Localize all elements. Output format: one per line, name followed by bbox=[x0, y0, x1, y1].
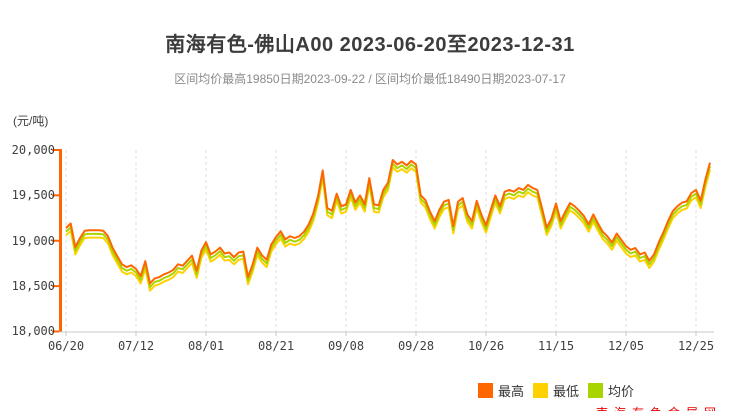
y-tick-label: 18,000 bbox=[11, 324, 55, 338]
x-tick-label: 10/26 bbox=[467, 339, 505, 353]
y-tick-label: 19,000 bbox=[11, 234, 55, 248]
chart-title: 南海有色-佛山A00 2023-06-20至2023-12-31 bbox=[165, 34, 575, 56]
gridlines bbox=[65, 150, 697, 332]
legend-label-average: 均价 bbox=[608, 384, 635, 399]
series-line-lowest[interactable] bbox=[65, 166, 711, 292]
x-tick-label: 11/15 bbox=[537, 339, 575, 353]
legend-label-lowest: 最低 bbox=[553, 384, 580, 399]
y-tick-label: 18,500 bbox=[11, 279, 55, 293]
series-line-highest[interactable] bbox=[65, 159, 711, 285]
legend-item-lowest[interactable]: 最低 bbox=[533, 381, 580, 399]
x-tick-label: 12/25 bbox=[677, 339, 715, 353]
x-tick-label: 07/12 bbox=[117, 339, 155, 353]
legend-item-average[interactable]: 均价 bbox=[588, 381, 635, 399]
legend-label-highest: 最高 bbox=[498, 384, 525, 399]
x-tick-label: 12/05 bbox=[607, 339, 645, 353]
watermark-text: 南海有色金属网 bbox=[596, 404, 722, 411]
chart-subtitle: 区间均价最高19850日期2023-09-22 / 区间均价最低18490日期2… bbox=[174, 72, 566, 86]
y-axis-unit-label: (元/吨) bbox=[13, 114, 49, 128]
legend: 最高 最低 均价 bbox=[0, 381, 740, 399]
x-tick-label: 08/21 bbox=[257, 339, 295, 353]
series-line-average[interactable] bbox=[65, 162, 711, 288]
x-tick-label: 06/20 bbox=[47, 339, 85, 353]
legend-swatch-average bbox=[588, 383, 603, 398]
y-tick-label: 19,500 bbox=[11, 188, 55, 202]
axes bbox=[52, 149, 714, 336]
x-tick-label: 09/08 bbox=[327, 339, 365, 353]
legend-item-highest[interactable]: 最高 bbox=[478, 381, 525, 399]
legend-swatch-highest bbox=[478, 383, 493, 398]
x-tick-label: 08/01 bbox=[187, 339, 225, 353]
y-tick-label: 20,000 bbox=[11, 143, 55, 157]
x-tick-label: 09/28 bbox=[397, 339, 435, 353]
legend-swatch-lowest bbox=[533, 383, 548, 398]
